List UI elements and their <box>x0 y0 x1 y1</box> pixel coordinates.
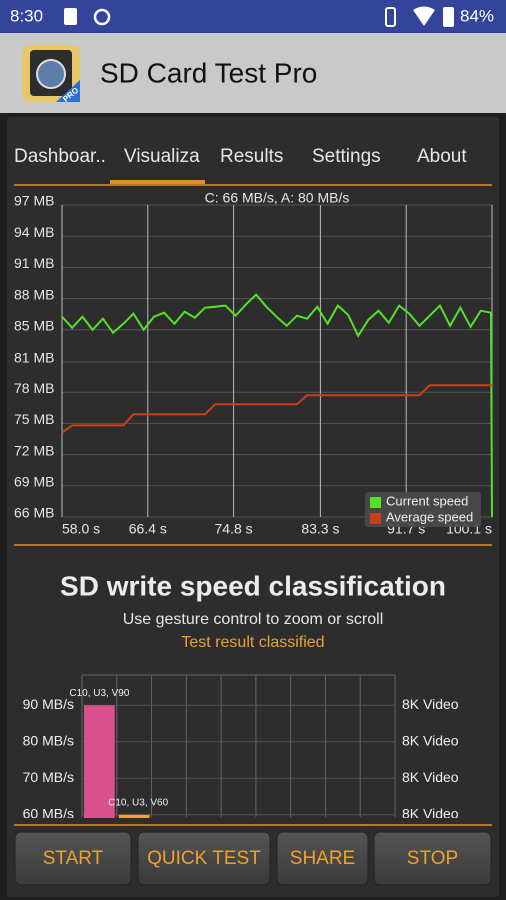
y-tick-label: 60 MB/s <box>23 806 74 822</box>
button-label[interactable]: START <box>43 848 104 869</box>
x-tick-label: 83.3 s <box>301 521 339 537</box>
legend-label: Current speed <box>386 493 468 508</box>
app-title: SD Card Test Pro <box>100 57 317 88</box>
classification-title: SD write speed classification <box>60 570 446 601</box>
y-tick-label: 80 MB/s <box>23 733 74 749</box>
y-tick-label: 72 MB <box>14 442 54 458</box>
x-tick-label: 74.8 s <box>215 521 253 537</box>
button-label[interactable]: SHARE <box>290 848 355 869</box>
y-tick-label: 75 MB <box>14 411 54 427</box>
y-tick-label: 81 MB <box>14 350 54 366</box>
y-tick-label: 91 MB <box>14 255 54 271</box>
tab-indicator <box>110 180 205 184</box>
bar <box>118 814 150 818</box>
button-label[interactable]: STOP <box>407 848 458 869</box>
x-tick-label: 58.0 s <box>62 521 100 537</box>
app-icon-gauge <box>36 59 66 89</box>
button[interactable] <box>373 831 492 886</box>
app-bar <box>0 33 506 113</box>
button[interactable] <box>276 831 369 886</box>
battery-icon <box>443 7 454 27</box>
y2-tick-label: 8K Video <box>402 769 459 785</box>
status-time: 8:30 <box>10 6 43 25</box>
y2-tick-label: 8K Video <box>402 696 459 712</box>
app-icon-badge <box>56 80 80 102</box>
class-chart: 90 MB/s 80 MB/s 70 MB/s 60 MB/s 8K Video 8K V… <box>23 674 459 822</box>
bar <box>84 705 115 818</box>
y-tick-label: 78 MB <box>14 380 54 396</box>
bar-label: C10, U3, V60 <box>108 797 168 808</box>
y2-tick-label: 8K Video <box>402 806 459 822</box>
chart-annotation: C: 66 MB/s, A: 80 MB/s <box>205 190 350 206</box>
tab[interactable]: Results <box>220 146 283 167</box>
button[interactable] <box>137 831 271 886</box>
data-line <box>61 293 493 518</box>
tab[interactable]: Visualiza <box>124 146 200 167</box>
sync-icon <box>93 8 111 26</box>
tab[interactable]: Settings <box>312 146 381 167</box>
legend-swatch <box>370 513 381 524</box>
classification-status: Test result classified <box>181 634 324 651</box>
wifi-icon <box>413 6 435 26</box>
tab[interactable]: About <box>417 146 467 167</box>
y-tick-label: 94 MB <box>14 224 54 240</box>
y-tick-label: 70 MB/s <box>23 769 74 785</box>
x-tick-label: 66.4 s <box>129 521 167 537</box>
button-label[interactable]: QUICK TEST <box>147 848 261 869</box>
y-tick-label: 88 MB <box>14 286 54 302</box>
button[interactable] <box>14 831 132 886</box>
data-line <box>61 384 492 434</box>
legend-box <box>365 492 481 527</box>
y-tick-label: 90 MB/s <box>23 696 74 712</box>
y-tick-label: 97 MB <box>14 193 54 209</box>
y-tick-label: 69 MB <box>14 474 54 490</box>
legend-label: Average speed <box>386 509 473 524</box>
tab[interactable]: Dashboar.. <box>14 146 106 167</box>
sd-icon <box>64 8 77 25</box>
y-tick-label: 66 MB <box>14 505 54 521</box>
vibrate-icon <box>385 7 396 27</box>
bar-label: C10, U3, V90 <box>69 688 129 699</box>
battery-level: 84% <box>460 6 494 25</box>
y2-tick-label: 8K Video <box>402 733 459 749</box>
classification-subtitle: Use gesture control to zoom or scroll <box>123 611 384 628</box>
y-tick-label: 85 MB <box>14 318 54 334</box>
legend-swatch <box>370 497 381 508</box>
